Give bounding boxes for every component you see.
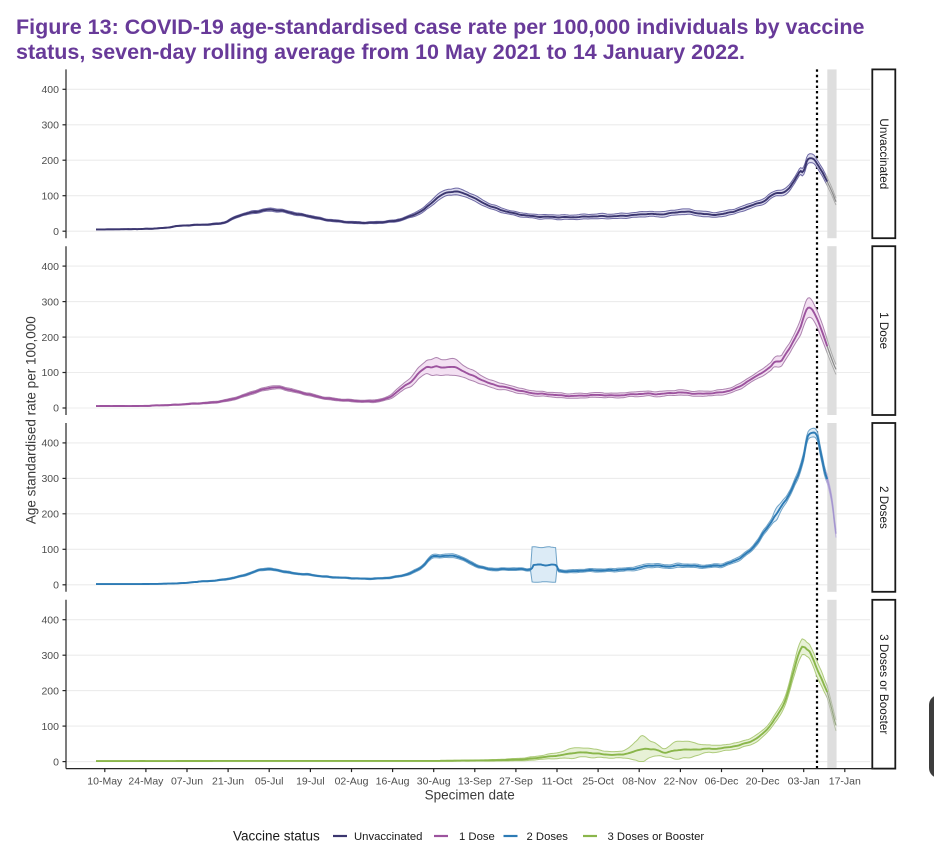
svg-text:400: 400	[41, 614, 59, 626]
svg-text:13-Sep: 13-Sep	[458, 775, 492, 787]
svg-text:06-Dec: 06-Dec	[705, 775, 739, 787]
svg-text:300: 300	[41, 473, 59, 485]
svg-text:19-Jul: 19-Jul	[296, 775, 325, 787]
svg-text:07-Jun: 07-Jun	[171, 775, 203, 787]
svg-text:Specimen date: Specimen date	[425, 788, 515, 803]
svg-text:03-Jan: 03-Jan	[788, 775, 820, 787]
svg-text:200: 200	[41, 332, 59, 344]
svg-text:05-Jul: 05-Jul	[255, 775, 284, 787]
svg-text:22-Nov: 22-Nov	[663, 775, 698, 787]
svg-text:0: 0	[53, 580, 59, 592]
svg-text:24-May: 24-May	[128, 775, 164, 787]
svg-text:300: 300	[41, 120, 59, 132]
svg-text:Vaccine status: Vaccine status	[233, 829, 320, 844]
svg-text:17-Jan: 17-Jan	[829, 775, 861, 787]
svg-text:200: 200	[41, 509, 59, 521]
svg-text:21-Jun: 21-Jun	[212, 775, 244, 787]
svg-text:30-Aug: 30-Aug	[417, 775, 451, 787]
svg-text:27-Sep: 27-Sep	[499, 775, 533, 787]
svg-text:200: 200	[41, 685, 59, 697]
svg-text:Age standardised rate per 100,: Age standardised rate per 100,000	[24, 316, 39, 524]
svg-text:100: 100	[41, 721, 59, 733]
svg-text:1 Dose: 1 Dose	[877, 312, 890, 349]
svg-text:200: 200	[41, 155, 59, 167]
svg-text:Unvaccinated: Unvaccinated	[354, 831, 422, 843]
svg-text:25-Oct: 25-Oct	[582, 775, 614, 787]
svg-text:0: 0	[53, 226, 59, 238]
svg-text:0: 0	[53, 403, 59, 415]
svg-text:16-Aug: 16-Aug	[376, 775, 410, 787]
svg-text:100: 100	[41, 367, 59, 379]
svg-text:02-Aug: 02-Aug	[335, 775, 369, 787]
svg-text:2 Doses: 2 Doses	[877, 486, 890, 529]
svg-text:08-Nov: 08-Nov	[622, 775, 657, 787]
svg-text:300: 300	[41, 296, 59, 308]
svg-text:0: 0	[53, 756, 59, 768]
svg-text:100: 100	[41, 544, 59, 556]
svg-text:20-Dec: 20-Dec	[746, 775, 780, 787]
svg-text:11-Oct: 11-Oct	[542, 775, 573, 787]
svg-text:2 Doses: 2 Doses	[527, 831, 569, 843]
svg-text:100: 100	[41, 190, 59, 202]
svg-text:3 Doses or Booster: 3 Doses or Booster	[877, 634, 890, 734]
svg-text:Unvaccinated: Unvaccinated	[877, 118, 890, 189]
svg-text:400: 400	[41, 261, 59, 273]
svg-text:10-May: 10-May	[87, 775, 123, 787]
svg-text:400: 400	[41, 438, 59, 450]
svg-text:400: 400	[41, 84, 59, 96]
svg-text:3 Doses or Booster: 3 Doses or Booster	[608, 831, 705, 843]
svg-text:1 Dose: 1 Dose	[459, 831, 495, 843]
svg-text:300: 300	[41, 650, 59, 662]
